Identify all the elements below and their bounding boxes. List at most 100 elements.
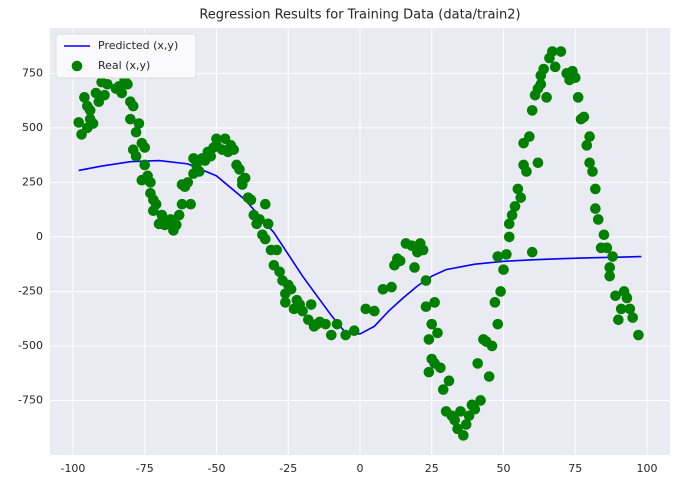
point: [360, 303, 372, 315]
y-tick-label: 500: [22, 121, 43, 134]
point: [259, 233, 271, 245]
x-tick-label: -50: [207, 462, 225, 475]
point: [369, 305, 380, 317]
point: [193, 166, 205, 177]
point: [145, 177, 156, 188]
point: [526, 105, 538, 116]
point: [572, 92, 584, 103]
point: [509, 201, 521, 212]
point: [515, 192, 527, 203]
point: [524, 131, 535, 142]
x-tick-label: 25: [425, 462, 439, 475]
point: [102, 78, 113, 90]
point: [521, 166, 532, 177]
point: [87, 118, 99, 129]
point: [340, 329, 351, 341]
point: [182, 177, 194, 188]
point: [495, 286, 506, 297]
point: [254, 214, 265, 225]
point: [116, 87, 128, 99]
point: [610, 290, 621, 302]
chart-title: Regression Results for Training Data (da…: [199, 8, 520, 23]
legend-swatch: [71, 60, 83, 72]
point: [99, 89, 110, 101]
point: [624, 303, 636, 315]
point: [449, 414, 461, 426]
point: [547, 46, 558, 57]
point: [423, 334, 435, 345]
point: [133, 118, 145, 129]
point: [423, 366, 435, 378]
point: [503, 218, 515, 230]
point: [205, 150, 217, 162]
point: [150, 198, 162, 210]
point: [627, 312, 638, 323]
point: [604, 262, 616, 273]
point: [409, 262, 420, 273]
point: [228, 144, 240, 155]
point: [377, 283, 389, 295]
point: [590, 203, 601, 214]
point: [432, 327, 443, 339]
point: [437, 384, 449, 395]
point: [604, 270, 616, 282]
point: [526, 246, 538, 258]
point: [234, 164, 245, 175]
point: [285, 283, 297, 295]
point: [122, 78, 133, 90]
point: [245, 194, 257, 206]
point: [492, 318, 504, 330]
y-tick-label: -750: [18, 393, 43, 406]
point: [84, 105, 96, 116]
point: [498, 264, 509, 275]
point: [139, 159, 151, 171]
point: [79, 92, 90, 103]
point: [130, 150, 142, 162]
point: [601, 242, 613, 254]
point: [578, 111, 590, 123]
point: [607, 251, 618, 262]
point: [417, 244, 429, 256]
y-tick-label: -500: [18, 339, 43, 352]
x-tick-label: 0: [357, 462, 364, 475]
point: [512, 183, 524, 195]
point: [348, 325, 360, 336]
point: [262, 218, 274, 230]
point: [584, 157, 595, 169]
point: [460, 419, 472, 430]
point: [280, 297, 291, 308]
point: [455, 406, 466, 417]
point: [535, 78, 547, 90]
point: [532, 157, 544, 169]
point: [130, 126, 142, 138]
x-tick-label: -100: [60, 462, 85, 475]
legend-box: [55, 33, 197, 79]
point: [549, 61, 561, 73]
point: [590, 183, 601, 195]
point: [458, 430, 469, 441]
point: [443, 375, 455, 387]
point: [581, 140, 593, 151]
point: [325, 329, 337, 341]
point: [429, 297, 440, 308]
point: [185, 198, 196, 210]
point: [615, 303, 627, 315]
point: [320, 318, 331, 330]
point: [127, 100, 139, 112]
point: [297, 305, 308, 317]
point: [239, 172, 251, 184]
x-tick-label: 50: [497, 462, 511, 475]
x-tick-label: -75: [136, 462, 154, 475]
point: [426, 318, 438, 330]
legend-label: Real (x,y): [98, 59, 150, 72]
point: [305, 299, 317, 310]
point: [331, 318, 343, 330]
point: [139, 142, 151, 153]
point: [386, 281, 397, 293]
point: [90, 87, 102, 99]
point: [598, 229, 610, 241]
point: [587, 166, 598, 177]
point: [483, 371, 495, 382]
